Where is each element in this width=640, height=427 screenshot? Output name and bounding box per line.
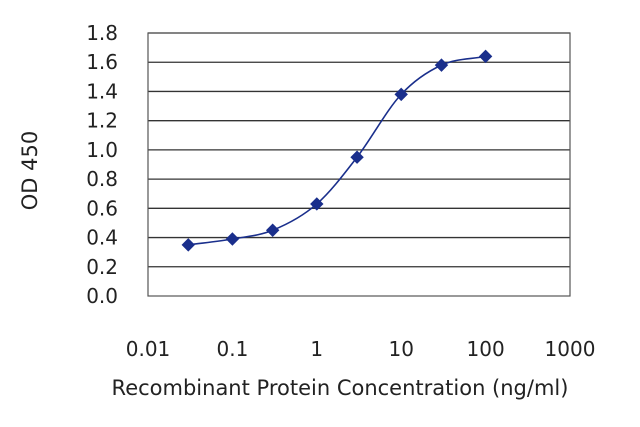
y-tick-label: 1.2 bbox=[86, 109, 118, 133]
data-point-diamond bbox=[434, 58, 449, 72]
y-tick-label: 1.0 bbox=[86, 138, 118, 162]
x-tick-label: 1000 bbox=[545, 337, 596, 361]
y-tick-label: 1.4 bbox=[86, 79, 118, 103]
gridlines bbox=[148, 32, 570, 268]
x-axis-title: Recombinant Protein Concentration (ng/ml… bbox=[112, 376, 569, 400]
data-point-diamond bbox=[350, 150, 364, 164]
data-point-diamond bbox=[181, 238, 195, 252]
data-point-diamond bbox=[478, 49, 493, 64]
x-axis-tick-labels: 0.01 0.1 1 10 100 1000 bbox=[126, 337, 596, 361]
fitted-curve-line bbox=[188, 55, 486, 246]
plot-area-frame bbox=[147, 32, 571, 297]
x-tick-label: 0.01 bbox=[126, 337, 171, 361]
x-tick-label: 10 bbox=[388, 337, 413, 361]
data-point-diamond bbox=[310, 197, 324, 211]
y-tick-label: 0.2 bbox=[86, 255, 118, 279]
x-tick-label: 100 bbox=[467, 337, 505, 361]
y-tick-label: 0.6 bbox=[86, 196, 118, 220]
y-tick-label: 0.0 bbox=[86, 284, 118, 308]
y-axis-tick-labels: 0.0 0.2 0.4 0.6 0.8 1.0 1.2 1.4 1.6 1.8 bbox=[86, 21, 118, 308]
y-axis-title: OD 450 bbox=[18, 131, 42, 210]
x-tick-label: 1 bbox=[310, 337, 323, 361]
y-tick-label: 0.4 bbox=[86, 226, 118, 250]
x-tick-label: 0.1 bbox=[216, 337, 248, 361]
y-tick-label: 0.8 bbox=[86, 167, 118, 191]
data-point-diamond bbox=[394, 87, 408, 102]
data-points bbox=[181, 49, 493, 252]
data-point-diamond bbox=[265, 223, 280, 237]
y-tick-label: 1.6 bbox=[86, 50, 118, 74]
y-tick-label: 1.8 bbox=[86, 21, 118, 45]
data-point-diamond bbox=[225, 232, 240, 246]
